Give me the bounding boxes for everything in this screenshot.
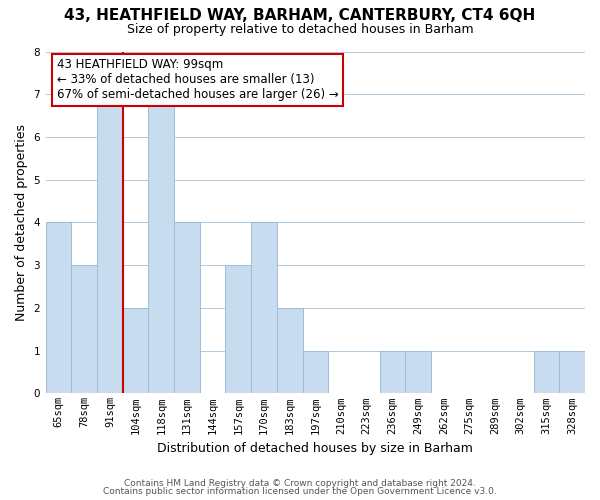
Bar — [226, 265, 251, 394]
Bar — [302, 350, 328, 394]
Text: Contains HM Land Registry data © Crown copyright and database right 2024.: Contains HM Land Registry data © Crown c… — [124, 478, 476, 488]
Bar — [71, 265, 97, 394]
Bar — [148, 94, 174, 394]
Bar — [405, 350, 431, 394]
Bar — [174, 222, 200, 394]
Y-axis label: Number of detached properties: Number of detached properties — [15, 124, 28, 321]
Bar — [380, 350, 405, 394]
Bar — [97, 94, 123, 394]
Text: Contains public sector information licensed under the Open Government Licence v3: Contains public sector information licen… — [103, 487, 497, 496]
Bar — [533, 350, 559, 394]
Text: 43 HEATHFIELD WAY: 99sqm
← 33% of detached houses are smaller (13)
67% of semi-d: 43 HEATHFIELD WAY: 99sqm ← 33% of detach… — [56, 58, 338, 102]
Text: 43, HEATHFIELD WAY, BARHAM, CANTERBURY, CT4 6QH: 43, HEATHFIELD WAY, BARHAM, CANTERBURY, … — [64, 8, 536, 22]
Bar — [251, 222, 277, 394]
Bar — [559, 350, 585, 394]
X-axis label: Distribution of detached houses by size in Barham: Distribution of detached houses by size … — [157, 442, 473, 455]
Bar — [277, 308, 302, 394]
Bar — [46, 222, 71, 394]
Text: Size of property relative to detached houses in Barham: Size of property relative to detached ho… — [127, 22, 473, 36]
Bar — [123, 308, 148, 394]
